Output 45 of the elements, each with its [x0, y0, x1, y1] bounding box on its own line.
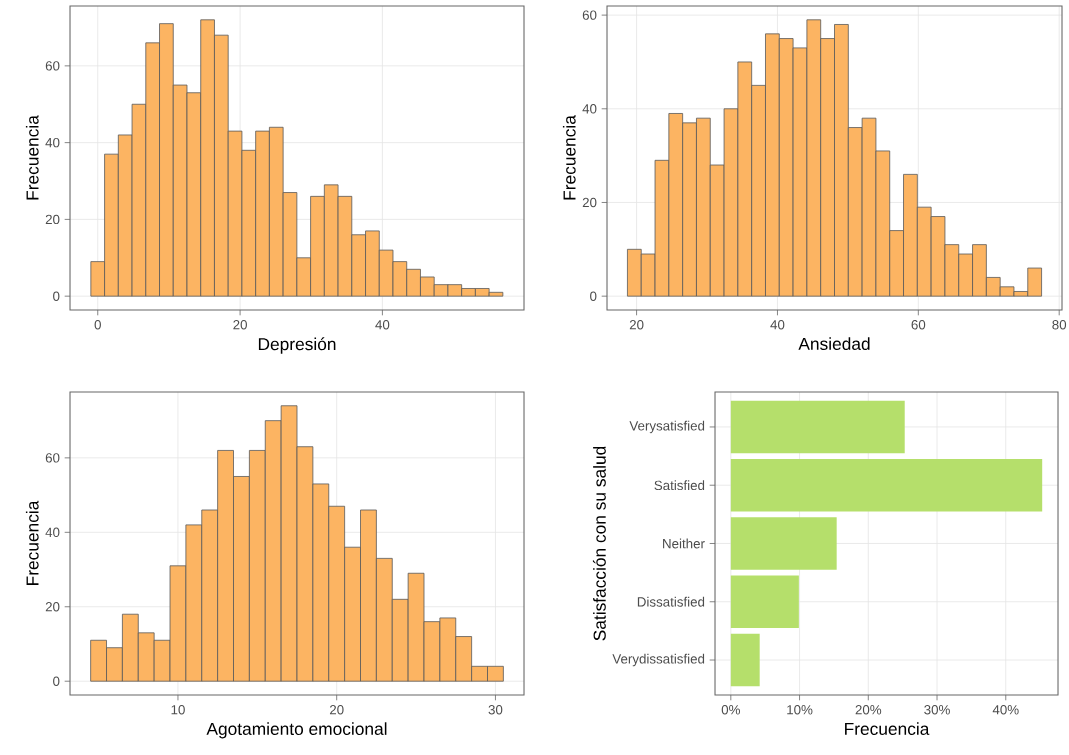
y-tick-label: 40 — [582, 104, 597, 114]
y-tick-label: Verydissatisfied — [612, 653, 705, 667]
x-tick-label: 20 — [629, 320, 644, 330]
y-tick-label: Verysatisfied — [629, 420, 705, 434]
x-tick-label: 0% — [721, 705, 740, 715]
x-tick-label: 10% — [787, 705, 813, 715]
y-tick-label: 0 — [53, 291, 60, 301]
x-tick-label: 40 — [770, 320, 785, 330]
x-axis-title: Frecuencia — [845, 722, 930, 736]
y-tick-label: 0 — [590, 291, 597, 301]
bar — [730, 400, 905, 454]
x-tick-label: 40% — [992, 705, 1019, 715]
x-tick-label: 0 — [94, 320, 101, 330]
bar — [730, 517, 837, 570]
x-axis-title: Ansiedad — [798, 337, 870, 351]
y-axis-title: Frecuencia — [25, 500, 39, 585]
y-tick-label: 40 — [45, 527, 60, 538]
y-tick-label: 20 — [45, 214, 60, 225]
x-axis-title: Agotamiento emocional — [206, 722, 387, 739]
y-tick-label: 60 — [45, 61, 60, 71]
x-tick-label: 30% — [924, 705, 950, 715]
y-tick-label: Neither — [663, 538, 705, 549]
y-axis-title: Frecuencia — [562, 115, 576, 200]
y-tick-label: 40 — [45, 137, 60, 148]
x-tick-label: 30 — [488, 705, 503, 715]
x-tick-label: 40 — [375, 320, 390, 330]
y-tick-label: 20 — [582, 197, 597, 208]
x-axis-title: Depresión — [258, 337, 336, 354]
y-tick-label: Satisfied — [654, 480, 705, 491]
x-tick-label: 80 — [1052, 320, 1067, 330]
y-tick-label: Dissatisfied — [637, 596, 705, 607]
y-tick-label: 60 — [582, 10, 597, 20]
y-axis-title: Frecuencia — [25, 115, 39, 200]
bar — [730, 575, 799, 628]
x-tick-label: 10 — [171, 705, 185, 715]
y-tick-label: 0 — [53, 676, 60, 686]
bar — [730, 459, 1043, 512]
x-tick-label: 20 — [329, 705, 344, 715]
x-tick-label: 20 — [233, 320, 247, 330]
x-tick-label: 60 — [911, 320, 926, 330]
y-tick-label: 60 — [45, 453, 60, 463]
y-tick-label: 20 — [45, 602, 60, 612]
bar — [730, 633, 760, 687]
y-axis-title: Satisfacción con su salud — [592, 446, 606, 641]
x-tick-label: 20% — [855, 705, 882, 715]
